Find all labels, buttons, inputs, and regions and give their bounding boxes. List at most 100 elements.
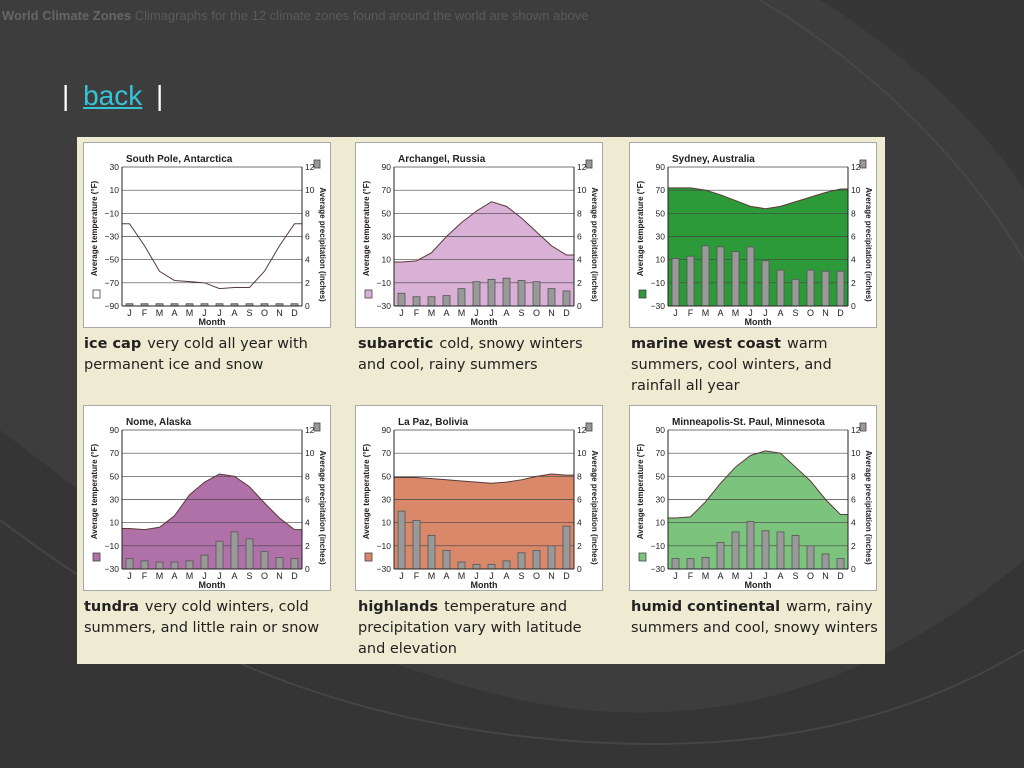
precipitation-bar	[502, 277, 511, 307]
precip-tick-label: 4	[577, 255, 582, 265]
month-tick-label: J	[202, 308, 207, 318]
temp-tick-label: −30	[377, 301, 392, 311]
header-title: World Climate Zones	[2, 8, 132, 23]
temperature-legend-swatch	[638, 289, 647, 299]
month-tick-label: J	[127, 571, 132, 581]
month-tick-label: D	[563, 308, 570, 318]
y2-axis-label: Average precipitation (inches)	[318, 187, 327, 302]
month-tick-label: S	[518, 571, 524, 581]
temp-tick-label: −70	[105, 278, 120, 288]
temperature-area	[394, 474, 574, 569]
temp-tick-label: −30	[651, 564, 666, 574]
temp-tick-label: 70	[110, 448, 120, 458]
month-tick-label: N	[548, 308, 555, 318]
precipitation-bar	[397, 510, 406, 570]
temp-tick-label: 10	[656, 518, 666, 528]
temp-tick-label: 90	[382, 425, 392, 435]
temp-tick-label: 30	[382, 495, 392, 505]
month-tick-label: D	[837, 571, 844, 581]
temp-tick-label: 50	[656, 208, 666, 218]
month-tick-label: O	[261, 571, 268, 581]
temperature-area	[668, 187, 848, 306]
temp-tick-label: −30	[377, 564, 392, 574]
precip-tick-label: 2	[305, 278, 310, 288]
precipitation-bar	[290, 558, 299, 570]
precipitation-bar	[701, 245, 710, 307]
precipitation-bar	[532, 281, 541, 307]
temp-tick-label: −10	[377, 278, 392, 288]
temp-tick-label: 90	[656, 425, 666, 435]
precipitation-bar	[185, 560, 194, 570]
back-link[interactable]: back	[83, 80, 143, 111]
climagraph-card: La Paz, Bolivia 90 70 50 30 10 −10 −30 12 10 8 6 4 2 0…	[355, 405, 603, 591]
precip-tick-label: 2	[851, 541, 856, 551]
temperature-area	[122, 223, 302, 306]
caption: tundra very cold winters, cold summers, a…	[84, 597, 334, 639]
temp-tick-label: 10	[656, 255, 666, 265]
nav-bar: | back |	[62, 80, 163, 112]
precipitation-bar	[125, 558, 134, 570]
precip-tick-label: 6	[851, 232, 856, 242]
month-tick-label: F	[414, 308, 420, 318]
precip-tick-label: 10	[577, 185, 587, 195]
precipitation-bar	[821, 553, 830, 570]
x-axis-label: Month	[471, 580, 498, 590]
precip-tick-label: 4	[305, 518, 310, 528]
x-axis-label: Month	[745, 317, 772, 327]
precipitation-bar	[671, 558, 680, 570]
temp-tick-label: 30	[382, 232, 392, 242]
month-tick-label: A	[503, 571, 509, 581]
caption-zone: highlands	[358, 599, 439, 615]
y2-axis-label: Average precipitation (inches)	[318, 450, 327, 565]
y-axis-label: Average temperature (°F)	[636, 443, 645, 539]
temperature-legend-swatch	[364, 552, 373, 562]
precipitation-legend-swatch	[313, 422, 321, 432]
month-tick-label: J	[399, 571, 404, 581]
month-tick-label: J	[673, 308, 678, 318]
caption-zone: tundra	[84, 599, 139, 615]
precipitation-bar	[836, 270, 845, 307]
climagraph-chart: Archangel, Russia 90 70 50 30 10 −10 −30 12 10 8 6 4…	[362, 154, 599, 327]
precip-tick-label: 4	[305, 255, 310, 265]
precipitation-bar	[457, 288, 466, 307]
month-tick-label: D	[291, 571, 298, 581]
chart-title: La Paz, Bolivia	[398, 417, 468, 428]
month-tick-label: N	[548, 571, 555, 581]
climagraph-card: South Pole, Antarctica 30 10 −10 −30 −50 −70 −9…	[83, 142, 331, 328]
precipitation-bar	[457, 561, 466, 570]
month-tick-label: N	[276, 571, 283, 581]
precipitation-bar	[686, 558, 695, 570]
temperature-legend-swatch	[92, 289, 101, 299]
precipitation-bar	[472, 563, 481, 570]
precip-tick-label: 8	[577, 208, 582, 218]
month-tick-label: F	[142, 308, 148, 318]
month-tick-label: F	[414, 571, 420, 581]
precipitation-bar	[532, 550, 541, 570]
month-tick-label: J	[748, 308, 753, 318]
month-tick-label: M	[702, 571, 710, 581]
precipitation-bar	[215, 540, 224, 570]
month-tick-label: S	[792, 308, 798, 318]
caption-zone: marine west coast	[631, 336, 781, 352]
precipitation-bar	[275, 557, 284, 570]
temp-tick-label: −10	[105, 208, 120, 218]
temperature-line	[668, 450, 848, 519]
precipitation-bar	[517, 552, 526, 570]
temp-tick-label: 70	[382, 448, 392, 458]
precipitation-bar	[562, 290, 571, 307]
precip-tick-label: 0	[577, 301, 582, 311]
precipitation-bar	[427, 296, 436, 307]
y-axis-label: Average temperature (°F)	[90, 443, 99, 539]
precipitation-legend-swatch	[859, 422, 867, 432]
month-tick-label: J	[489, 308, 494, 318]
climagraph-chart: South Pole, Antarctica 30 10 −10 −30 −50 −70 −9…	[90, 154, 327, 327]
month-tick-label: O	[261, 308, 268, 318]
precip-tick-label: 0	[851, 301, 856, 311]
precipitation-bar	[170, 561, 179, 570]
month-tick-label: A	[717, 571, 723, 581]
month-tick-label: F	[688, 571, 694, 581]
month-tick-label: A	[443, 571, 449, 581]
month-tick-label: J	[763, 571, 768, 581]
temperature-legend-swatch	[364, 289, 373, 299]
precipitation-bar	[806, 545, 815, 570]
